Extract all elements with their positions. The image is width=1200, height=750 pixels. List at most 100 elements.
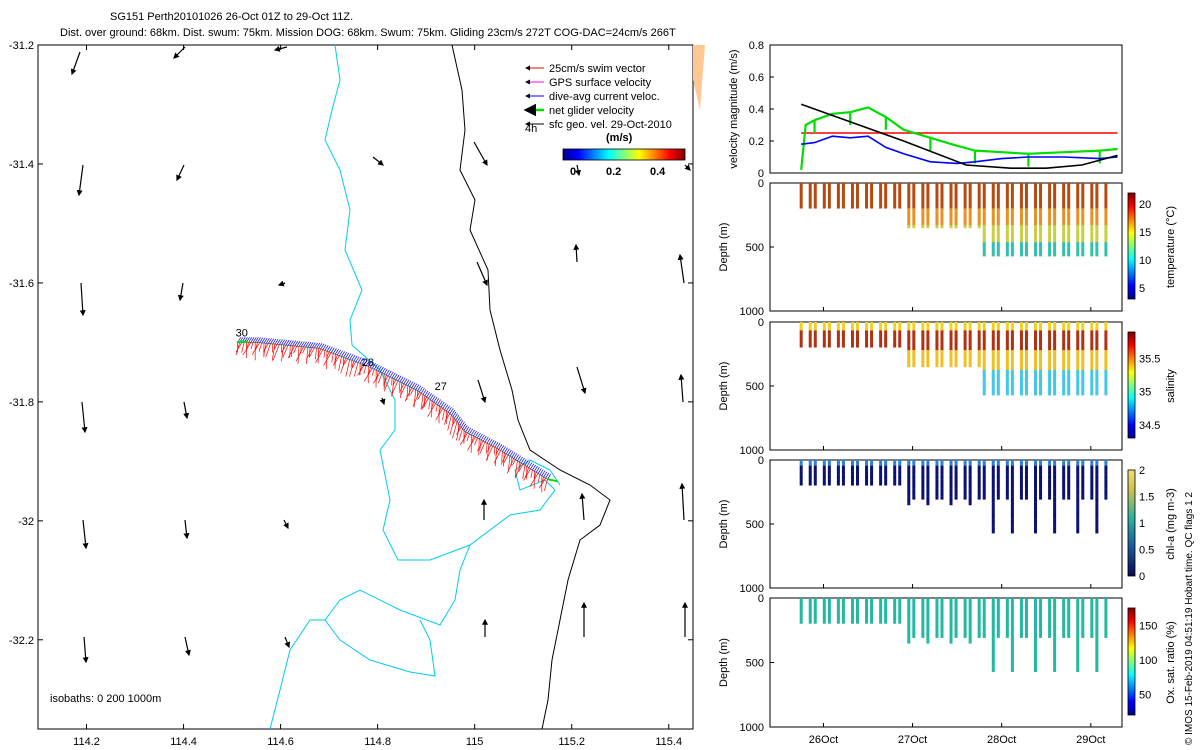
profile-sample <box>808 600 812 604</box>
profile-sample <box>1048 213 1052 217</box>
profile-sample <box>1053 183 1057 186</box>
profile-sample <box>1090 609 1094 613</box>
profile-sample <box>1095 244 1099 248</box>
profile-sample <box>1010 233 1014 237</box>
profile-sample <box>1053 336 1057 340</box>
colorbar-title: (m/s) <box>606 132 633 144</box>
profile-sample <box>1062 222 1066 226</box>
profile-sample <box>996 632 1000 636</box>
profile-sample <box>1076 643 1080 647</box>
profile-sample <box>1067 603 1071 607</box>
profile-sample <box>968 197 972 201</box>
profile-sample <box>856 202 860 206</box>
profile-sample <box>865 333 869 337</box>
profile-sample <box>879 598 883 601</box>
profile-sample <box>1062 188 1066 192</box>
profile-sample <box>813 322 817 325</box>
profile-sample <box>949 482 953 486</box>
profile-sample <box>926 205 930 209</box>
profile-sample <box>1039 350 1043 354</box>
profile-sample <box>949 216 953 220</box>
profile-sample <box>1095 239 1099 243</box>
profile-sample <box>912 603 916 607</box>
profile-sample <box>1067 336 1071 340</box>
profile-sample <box>822 617 826 621</box>
profile-sample <box>1048 225 1052 229</box>
profile-sample <box>1081 488 1085 492</box>
profile-sample <box>982 465 986 469</box>
profile-sample <box>1048 361 1052 365</box>
profile-sample <box>982 493 986 497</box>
profile-sample <box>1039 347 1043 351</box>
profile-sample <box>870 199 874 203</box>
profile-sample <box>1048 465 1052 469</box>
profile-sample <box>1034 250 1038 254</box>
profile-sample <box>935 629 939 633</box>
profile-sample <box>850 330 854 334</box>
swim-vector <box>295 346 304 362</box>
profile-sample <box>940 225 944 229</box>
profile-sample <box>898 330 902 334</box>
profile-sample <box>968 341 972 345</box>
profile-sample <box>1010 629 1014 633</box>
colorbar-label: temperature (°C) <box>1165 206 1177 288</box>
profile-sample <box>856 344 860 348</box>
profile-sample <box>1090 606 1094 610</box>
profile-sample <box>865 598 869 601</box>
profile-sample <box>898 612 902 616</box>
profile-sample <box>963 620 967 624</box>
profile-sample <box>954 617 958 621</box>
profile-sample <box>1024 372 1028 376</box>
swim-vector <box>518 464 524 472</box>
profile-sample <box>1039 488 1043 492</box>
profile-sample <box>996 352 1000 356</box>
profile-sample <box>963 185 967 189</box>
profile-sample <box>1095 230 1099 234</box>
profile-sample <box>1090 490 1094 494</box>
profile-sample <box>921 213 925 217</box>
profile-sample <box>963 355 967 359</box>
profile-sample <box>963 225 967 229</box>
dac-vector <box>405 379 410 385</box>
profile-sample <box>841 202 845 206</box>
swim-vector <box>314 348 317 360</box>
profile-sample <box>977 634 981 638</box>
profile-sample <box>1067 378 1071 382</box>
profile-sample <box>968 476 972 480</box>
profile-sample <box>865 194 869 198</box>
profile-sample <box>1039 615 1043 619</box>
profile-sample <box>1010 222 1014 226</box>
profile-sample <box>1034 199 1038 203</box>
profile-sample <box>1005 375 1009 379</box>
profile-sample <box>996 242 1000 246</box>
profile-sample <box>1039 324 1043 328</box>
profile-sample <box>954 612 958 616</box>
profile-sample <box>912 490 916 494</box>
profile-sample <box>1010 194 1014 198</box>
profile-sample <box>1076 519 1080 523</box>
profile-sample <box>799 465 803 469</box>
profile-sample <box>1053 389 1057 393</box>
profile-sample <box>1024 634 1028 638</box>
profile-sample <box>949 191 953 195</box>
swim-vector <box>406 385 409 400</box>
profile-sample <box>1104 350 1108 354</box>
profile-sample <box>1095 530 1099 534</box>
profile-sample <box>996 460 1000 463</box>
swim-vector <box>471 435 474 444</box>
profile-sample <box>935 603 939 607</box>
profile-sample <box>940 208 944 212</box>
profile-sample <box>1062 239 1066 243</box>
profile-sample <box>963 626 967 630</box>
profile-sample <box>808 188 812 192</box>
profile-sample <box>1062 632 1066 636</box>
profile-sample <box>1062 236 1066 240</box>
profile-sample <box>884 205 888 209</box>
profile-sample <box>926 462 930 466</box>
profile-sample <box>1104 460 1108 463</box>
profile-sample <box>893 462 897 466</box>
profile-sample <box>940 612 944 616</box>
profile-sample <box>841 615 845 619</box>
depth-ylabel: Depth (m) <box>718 362 730 411</box>
profile-sample <box>1005 352 1009 356</box>
